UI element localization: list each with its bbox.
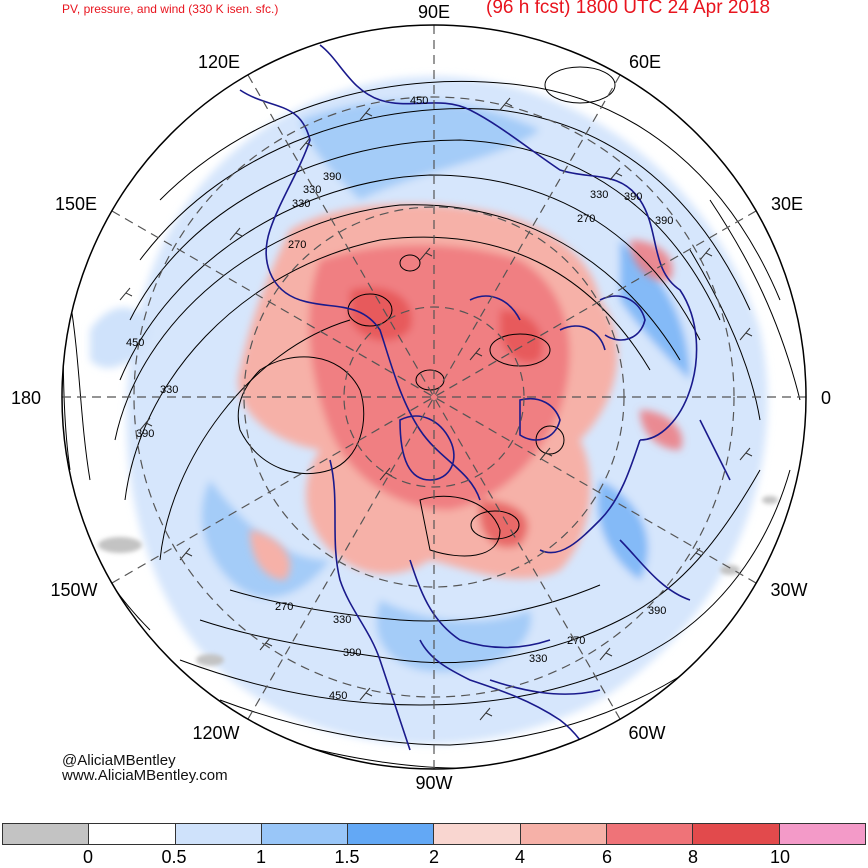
legend-swatch xyxy=(607,824,694,844)
lon-label-180: 180 xyxy=(11,388,41,408)
legend-swatch xyxy=(261,824,349,844)
lon-label-150w: 150W xyxy=(50,580,97,600)
legend-tick: 1.5 xyxy=(334,847,360,867)
legend-swatch xyxy=(89,824,176,844)
legend-swatch xyxy=(348,824,435,844)
contour-label: 390 xyxy=(624,191,642,203)
contour-label: 450 xyxy=(410,95,428,107)
lon-label-120e: 120E xyxy=(198,52,240,72)
contour-label: 390 xyxy=(648,605,666,617)
legend-colorbar xyxy=(2,823,866,845)
lon-label-90e: 90E xyxy=(418,2,450,22)
contour-label: 330 xyxy=(590,189,608,201)
color-legend: 0 0.5 1 1.5 2 4 6 8 10 xyxy=(0,821,868,867)
pv-fill-high xyxy=(238,204,683,580)
contour-label: 390 xyxy=(323,171,341,183)
contour-label: 390 xyxy=(343,647,361,659)
legend-tick: 4 xyxy=(514,847,526,867)
contour-label: 270 xyxy=(567,635,585,647)
contour-label: 330 xyxy=(160,384,178,396)
lon-label-30w: 30W xyxy=(770,580,807,600)
lon-label-90w: 90W xyxy=(415,773,452,793)
legend-swatch xyxy=(520,824,608,844)
legend-tick: 10 xyxy=(769,847,791,867)
legend-swatch xyxy=(434,824,521,844)
legend-tick: 8 xyxy=(687,847,699,867)
contour-label: 450 xyxy=(329,690,347,702)
credit-website: www.AliciaMBentley.com xyxy=(62,767,228,784)
credit-handle: @AliciaMBentley xyxy=(62,752,176,769)
contour-label: 390 xyxy=(136,428,154,440)
graticule xyxy=(62,25,806,769)
contour-label: 330 xyxy=(333,614,351,626)
contour-label: 270 xyxy=(275,601,293,613)
pv-fill-negative xyxy=(98,496,778,666)
forecast-time: (96 h fcst) 1800 UTC 24 Apr 2018 xyxy=(486,0,771,18)
legend-swatch xyxy=(779,824,865,844)
lon-label-150e: 150E xyxy=(55,194,97,214)
contour-label: 390 xyxy=(655,215,673,227)
map-title: PV, pressure, and wind (330 K isen. sfc.… xyxy=(62,2,279,16)
contour-label: 330 xyxy=(292,198,310,210)
legend-swatch xyxy=(3,824,90,844)
contour-label: 270 xyxy=(288,239,306,251)
lon-label-30e: 30E xyxy=(771,194,803,214)
contour-label: 330 xyxy=(303,184,321,196)
contour-label: 330 xyxy=(529,653,547,665)
lon-label-120w: 120W xyxy=(192,723,239,743)
legend-swatch xyxy=(693,824,780,844)
map-border xyxy=(61,24,807,770)
contour-label: 450 xyxy=(126,337,144,349)
lon-label-60e: 60E xyxy=(629,52,661,72)
legend-tick: 0 xyxy=(82,847,94,867)
contour-label: 270 xyxy=(577,213,595,225)
pressure-contours xyxy=(62,66,801,769)
legend-tick: 6 xyxy=(601,847,613,867)
legend-tick: 1 xyxy=(255,847,267,867)
wind-barbs xyxy=(119,97,753,721)
legend-swatch xyxy=(175,824,262,844)
lon-label-60w: 60W xyxy=(628,723,665,743)
legend-tick: 2 xyxy=(428,847,440,867)
polar-stereographic-map: 450 390 330 270 390 330 270 450 330 390 … xyxy=(11,2,831,793)
legend-tick: 0.5 xyxy=(161,847,187,867)
lon-label-0: 0 xyxy=(821,388,831,408)
